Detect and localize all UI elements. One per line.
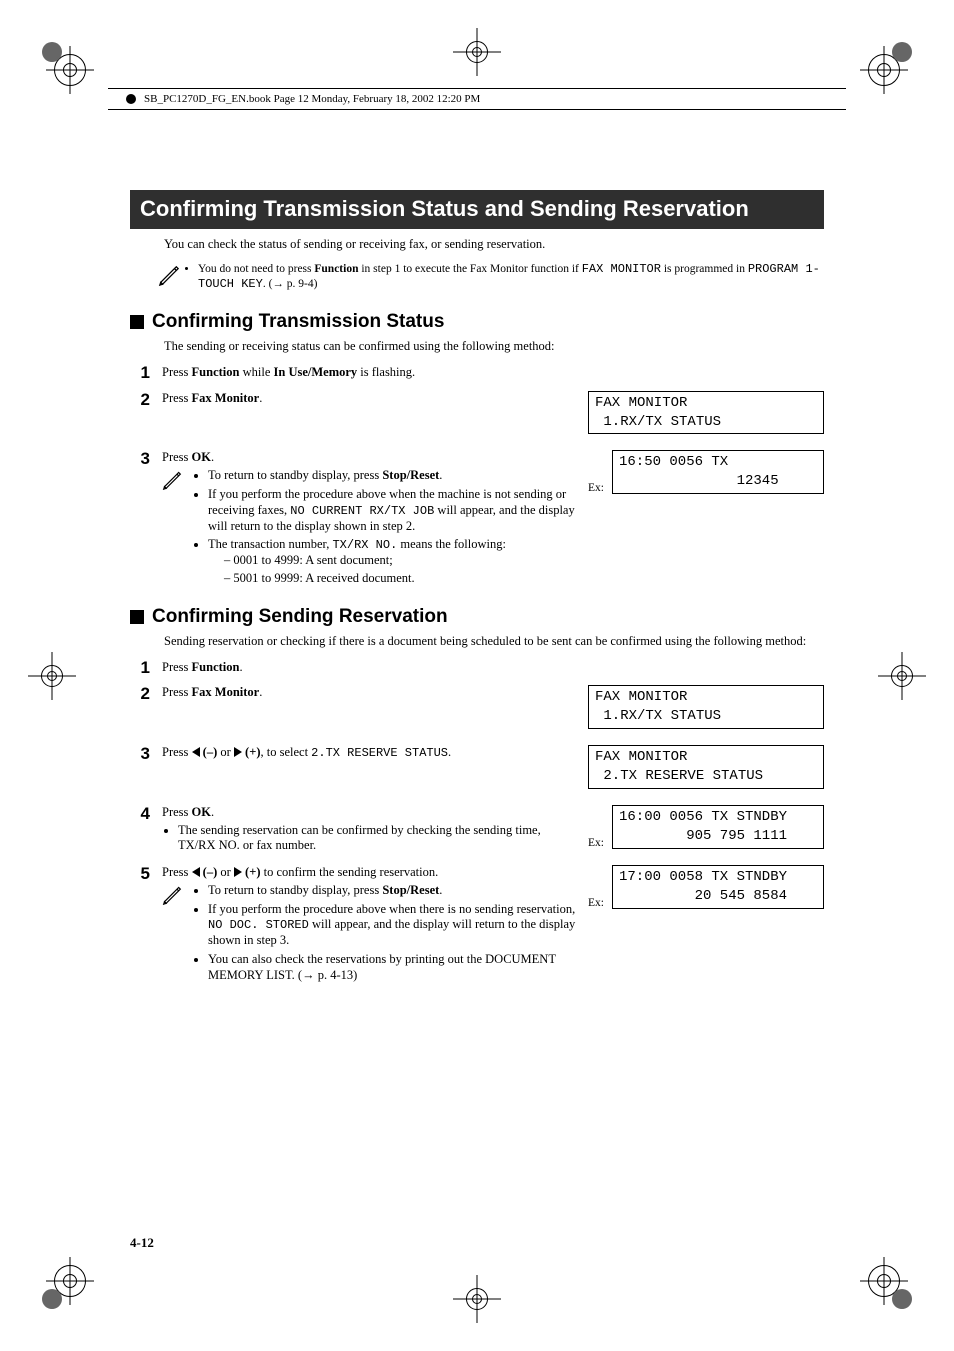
section-b-heading: Confirming Sending Reservation — [130, 606, 824, 628]
lcd-display: FAX MONITOR 1.RX/TX STATUS — [588, 685, 824, 729]
step-b4: 4 Press OK. The sending reservation can … — [130, 805, 824, 857]
lcd-display: 16:50 0056 TX 12345 — [612, 450, 824, 494]
left-arrow-icon — [192, 867, 200, 877]
lcd-display: 17:00 0058 TX STNDBY 20 545 8584 — [612, 865, 824, 909]
ex-label: Ex: — [588, 482, 604, 494]
step-b5: 5 Press (–) or (+) to confirm the sendin… — [130, 865, 824, 986]
section-a-heading: Confirming Transmission Status — [130, 311, 824, 333]
crop-mark-bottom-right — [860, 1257, 908, 1305]
note-item: The transaction number, TX/RX NO. means … — [208, 537, 576, 586]
registration-mark-bottom — [453, 1275, 501, 1323]
registration-mark-right — [878, 652, 926, 700]
step-a1: 1 Press Function while In Use/Memory is … — [130, 364, 824, 383]
header-filepath: SB_PC1270D_FG_EN.book Page 12 Monday, Fe… — [144, 93, 480, 105]
note-icon — [162, 470, 184, 494]
sub-item: The sending reservation can be confirmed… — [178, 823, 576, 854]
step-b1: 1 Press Function. — [130, 659, 824, 678]
page-number: 4-12 — [130, 1235, 154, 1251]
step-b3: 3 Press (–) or (+), to select 2.TX RESER… — [130, 745, 824, 797]
left-arrow-icon — [192, 747, 200, 757]
intro-text: You can check the status of sending or r… — [164, 237, 824, 252]
square-bullet-icon — [130, 610, 144, 624]
section-a-intro: The sending or receiving status can be c… — [164, 339, 824, 354]
lcd-display: 16:00 0056 TX STNDBY 905 795 1111 — [612, 805, 824, 849]
crop-mark-top-right — [860, 46, 908, 94]
note-icon — [162, 885, 184, 909]
note-item: If you perform the procedure above when … — [208, 487, 576, 534]
note-icon — [158, 264, 184, 291]
right-arrow-icon — [234, 867, 242, 877]
section-b-intro: Sending reservation or checking if there… — [164, 634, 824, 649]
note-item: You can also check the reservations by p… — [208, 952, 576, 983]
lcd-display: FAX MONITOR 1.RX/TX STATUS — [588, 391, 824, 435]
lcd-display: FAX MONITOR 2.TX RESERVE STATUS — [588, 745, 824, 789]
right-arrow-icon — [234, 747, 242, 757]
top-note-item: You do not need to press Function in ste… — [198, 262, 824, 292]
page-title: Confirming Transmission Status and Sendi… — [130, 190, 824, 229]
registration-mark-left — [28, 652, 76, 700]
section-b-steps: 1 Press Function. 2 Press Fax Monitor. F — [130, 659, 824, 987]
top-note: You do not need to press Function in ste… — [158, 262, 824, 295]
note-item: To return to standby display, press Stop… — [208, 883, 576, 899]
square-bullet-icon — [130, 315, 144, 329]
registration-mark-top — [453, 28, 501, 76]
header-band: SB_PC1270D_FG_EN.book Page 12 Monday, Fe… — [108, 88, 846, 110]
step-b2: 2 Press Fax Monitor. FAX MONITOR 1.RX/TX… — [130, 685, 824, 737]
step-a2: 2 Press Fax Monitor. FAX MONITOR 1.RX/TX… — [130, 391, 824, 443]
crop-mark-top-left — [46, 46, 94, 94]
page-content: Confirming Transmission Status and Sendi… — [130, 190, 824, 1201]
note-item: If you perform the procedure above when … — [208, 902, 576, 949]
ex-label: Ex: — [588, 837, 604, 849]
note-item: To return to standby display, press Stop… — [208, 468, 576, 484]
section-a-steps: 1 Press Function while In Use/Memory is … — [130, 364, 824, 590]
header-bullet-icon — [126, 94, 136, 104]
crop-mark-bottom-left — [46, 1257, 94, 1305]
ex-label: Ex: — [588, 897, 604, 909]
step-a3: 3 Press OK. — [130, 450, 824, 589]
